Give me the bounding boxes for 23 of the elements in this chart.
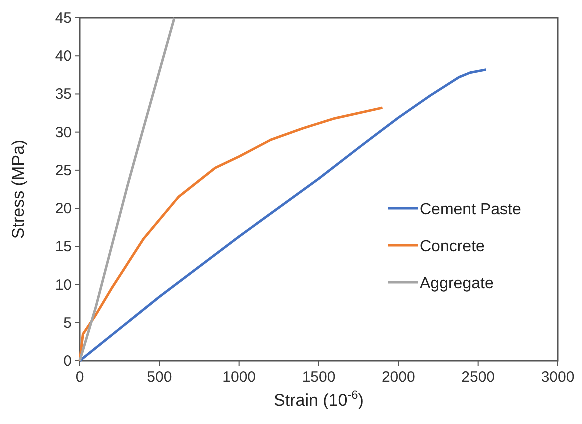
y-tick-label: 30 [55,124,72,142]
y-tick-label: 35 [55,86,72,104]
line-series [78,16,176,362]
legend-label: Concrete [420,238,486,256]
x-tick-label: 1500 [302,369,336,386]
y-tick-label: 10 [55,276,72,294]
x-tick-label: 2500 [462,369,496,386]
x-tick-label: 3000 [541,369,575,386]
y-axis-title: Stress (MPa) [9,140,28,240]
x-tick-label: 500 [147,369,172,386]
legend-label: Cement Paste [420,202,522,219]
x-tick-label: 0 [76,369,84,386]
y-tick-label: 15 [55,238,72,256]
y-tick-label: 25 [55,162,72,180]
x-tick-label: 1000 [222,369,256,386]
x-tick-label: 2000 [382,369,416,386]
legend-label: Aggregate [420,276,494,293]
y-tick-label: 0 [64,353,72,370]
y-tick-label: 20 [55,200,72,218]
y-tick-label: 45 [55,10,72,27]
y-tick-label: 5 [64,314,72,332]
y-tick-label: 40 [55,48,72,66]
x-axis-title: Strain (10$^{-6}$) [274,388,364,410]
